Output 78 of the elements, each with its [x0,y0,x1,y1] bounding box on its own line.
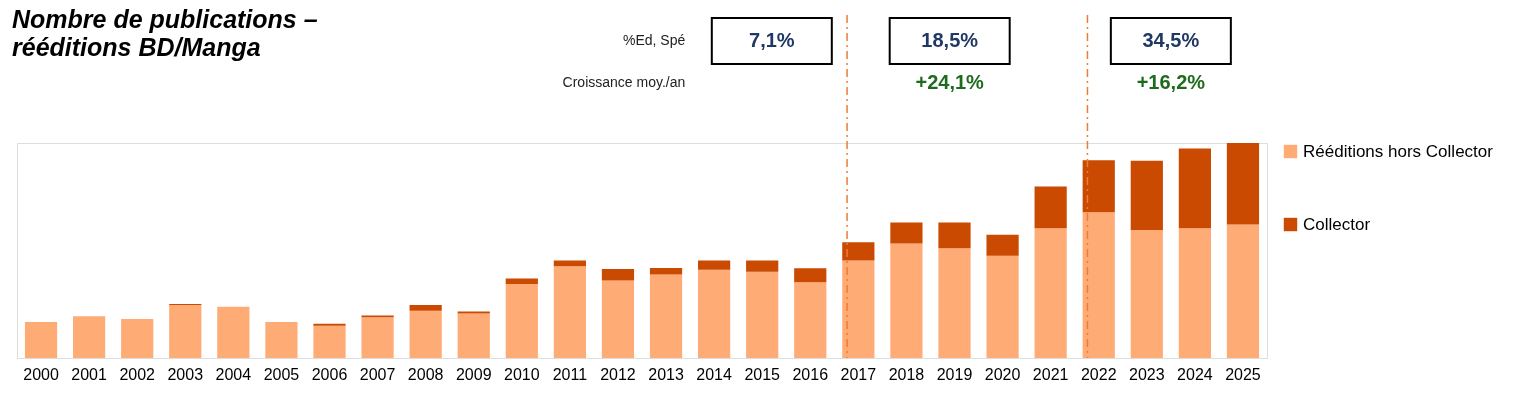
bar [794,268,827,283]
bar [746,271,779,358]
x-tick-label: 2006 [311,365,348,383]
bar [938,222,971,249]
legend-label: Collector [1303,214,1371,234]
bar [1130,160,1163,231]
bar [842,260,875,358]
bar [842,242,875,261]
text: +24,1% [915,71,985,93]
x-tick-label: 2018 [888,365,925,383]
text: +16,2% [1136,71,1206,93]
x-tick-label: 2017 [840,365,877,383]
x-tick-label: 2025 [1225,365,1261,383]
x-tick-label: 2007 [359,365,396,383]
text: 18,5% [921,29,979,51]
x-tick-label: 2020 [984,365,1021,383]
bar [794,282,827,358]
bar [361,317,394,358]
bar [601,280,635,358]
x-tick-label: 2003 [167,365,204,383]
x-tick-label: 2024 [1177,365,1213,383]
bar [1082,212,1115,358]
x-tick-label: 2013 [648,365,684,383]
x-tick-label: 2023 [1129,365,1165,383]
bar [457,313,490,358]
bar [890,222,923,244]
bar [24,322,58,358]
bar [890,243,923,358]
bar [698,260,731,270]
x-tick-label: 2016 [792,365,829,383]
bar [217,306,250,358]
bar [986,234,1019,256]
bar [553,266,586,358]
bar [1034,228,1067,358]
bar [1130,230,1163,358]
x-tick-label: 2005 [263,365,300,383]
x-tick-label: 2002 [119,365,156,383]
x-tick-label: 2019 [936,365,973,383]
legend-label: Rééditions hors Collector [1303,141,1494,161]
bar [986,255,1019,358]
bar [1082,160,1115,213]
bar [1178,228,1211,358]
bar [169,304,202,358]
x-tick-label: 2010 [504,365,540,383]
x-tick-label: 2001 [71,365,108,383]
bar [746,260,779,272]
x-tick-label: 2021 [1032,365,1069,383]
x-tick-label: 2012 [600,365,636,383]
x-tick-label: 2008 [407,365,444,383]
bar [505,284,538,358]
bar [649,267,683,275]
bar [1178,148,1211,229]
bar [409,305,442,311]
bar [698,269,731,358]
bar [121,319,154,358]
text: 7,1% [749,29,795,51]
bar [73,316,106,358]
text: Croissance moy./an [562,74,686,90]
bar [649,274,683,358]
x-tick-label: 2022 [1080,365,1117,383]
bar [1226,143,1260,225]
bar [505,278,538,285]
text: %Ed, Spé [623,32,686,48]
x-tick-label: 2000 [23,365,59,383]
chart-title: Nombre de publications – rééditions BD/Manga [12,5,318,61]
x-tick-label: 2015 [744,365,781,383]
x-tick-label: 2014 [696,365,733,383]
bar [1226,224,1260,358]
bar [409,310,442,358]
bar [601,268,635,281]
x-tick-label: 2011 [552,365,588,383]
x-tick-label: 2009 [455,365,492,383]
bar [1034,186,1067,229]
bar [938,248,971,358]
bar [313,325,346,358]
text: 34,5% [1142,29,1200,51]
bar [265,322,298,358]
x-tick-label: 2004 [215,365,252,383]
